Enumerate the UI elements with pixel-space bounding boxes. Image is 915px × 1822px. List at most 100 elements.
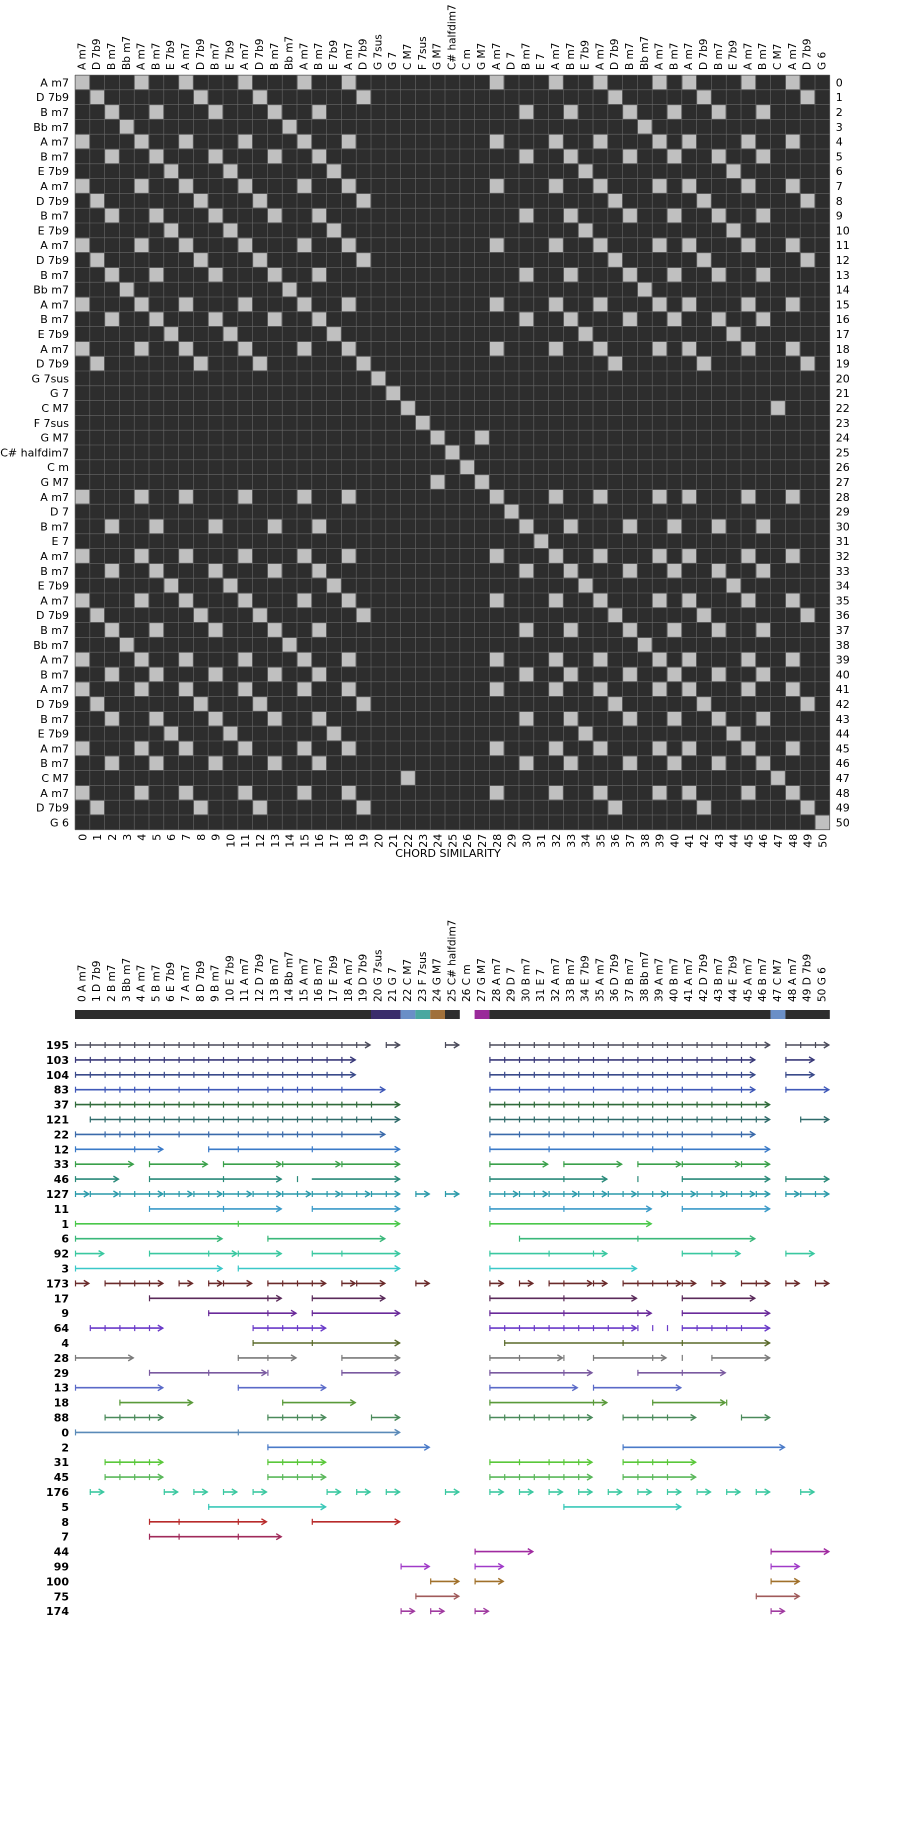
matrix-cell (327, 756, 341, 771)
matrix-cell (193, 149, 208, 164)
pattern-col-label: 30 B m7 (520, 958, 532, 1002)
matrix-cell (445, 105, 460, 119)
matrix-cell (549, 386, 563, 401)
matrix-cell (386, 563, 401, 578)
matrix-cell (475, 341, 489, 356)
segment-block (430, 1010, 445, 1019)
matrix-cell (771, 726, 785, 741)
matrix-cell (771, 785, 785, 800)
matrix-cell (415, 253, 430, 267)
matrix-cell (134, 549, 149, 563)
matrix-cell (430, 489, 445, 504)
matrix-cell (327, 711, 341, 726)
pattern-row: 83 (54, 1084, 831, 1097)
similarity-row-index: 39 (836, 654, 850, 667)
matrix-cell (593, 623, 608, 637)
matrix-cell (208, 430, 223, 445)
matrix-cell (800, 504, 815, 519)
matrix-cell (371, 327, 386, 341)
pattern-row: 64 (54, 1322, 771, 1335)
matrix-cell (253, 549, 267, 563)
pattern-arrowhead (571, 1190, 579, 1198)
matrix-cell (652, 430, 667, 445)
matrix-cell (504, 386, 519, 401)
matrix-cell (238, 223, 253, 238)
matrix-cell (238, 623, 253, 637)
matrix-cell (371, 563, 386, 578)
matrix-cell (193, 267, 208, 282)
matrix-cell (208, 549, 223, 563)
matrix-cell (267, 460, 282, 475)
matrix-cell (312, 75, 327, 90)
matrix-cell (549, 164, 563, 179)
matrix-cell (238, 282, 253, 297)
matrix-cell (341, 711, 356, 726)
pattern-arrowhead (305, 1190, 313, 1198)
matrix-cell (460, 312, 475, 327)
matrix-cell (208, 208, 223, 223)
matrix-cell (105, 164, 119, 179)
matrix-cell (697, 253, 711, 267)
matrix-cell (667, 75, 682, 90)
matrix-cell (179, 756, 193, 771)
matrix-cell (756, 637, 771, 652)
matrix-cell (711, 430, 726, 445)
matrix-cell (149, 771, 164, 785)
matrix-cell (578, 682, 593, 697)
pattern-arrowhead (349, 1071, 357, 1079)
matrix-cell (193, 608, 208, 623)
matrix-cell (312, 238, 327, 253)
matrix-cell (223, 623, 238, 637)
matrix-cell (164, 327, 179, 341)
matrix-cell (415, 208, 430, 223)
matrix-cell (430, 223, 445, 238)
pattern-col-label: 5 B m7 (150, 965, 162, 1002)
pattern-arrowhead (645, 1309, 653, 1317)
matrix-cell (238, 430, 253, 445)
matrix-cell (415, 267, 430, 282)
matrix-cell (223, 223, 238, 238)
matrix-cell (593, 489, 608, 504)
matrix-cell (711, 534, 726, 549)
matrix-cell (519, 475, 534, 489)
matrix-cell (711, 164, 726, 179)
matrix-cell (253, 119, 267, 134)
matrix-cell (519, 549, 534, 563)
matrix-cell (563, 800, 578, 815)
matrix-cell (119, 460, 134, 475)
matrix-cell (475, 637, 489, 652)
matrix-cell (563, 534, 578, 549)
matrix-cell (771, 386, 785, 401)
matrix-cell (238, 238, 253, 253)
matrix-cell (771, 623, 785, 637)
matrix-cell (430, 193, 445, 208)
matrix-cell (267, 756, 282, 771)
pattern-id: 2 (61, 1441, 69, 1454)
matrix-cell (356, 119, 371, 134)
matrix-cell (253, 637, 267, 652)
matrix-cell (164, 519, 179, 534)
matrix-cell (504, 253, 519, 267)
matrix-cell (297, 312, 312, 327)
pattern-arrowhead (734, 1488, 742, 1496)
matrix-cell (208, 534, 223, 549)
pattern-id: 104 (46, 1069, 69, 1082)
matrix-cell (563, 726, 578, 741)
matrix-cell (697, 756, 711, 771)
matrix-cell (504, 726, 519, 741)
matrix-cell (800, 800, 815, 815)
similarity-row-label: D 7b9 (36, 802, 69, 815)
pattern-arrowhead (571, 1384, 579, 1392)
matrix-cell (756, 208, 771, 223)
matrix-cell (356, 356, 371, 371)
pattern-id: 6 (61, 1233, 69, 1246)
similarity-col-index: 12 (254, 834, 267, 848)
matrix-cell (356, 430, 371, 445)
matrix-cell (253, 623, 267, 637)
matrix-cell (386, 356, 401, 371)
matrix-cell (179, 460, 193, 475)
matrix-cell (697, 741, 711, 756)
matrix-cell (697, 489, 711, 504)
matrix-cell (667, 563, 682, 578)
matrix-cell (312, 756, 327, 771)
